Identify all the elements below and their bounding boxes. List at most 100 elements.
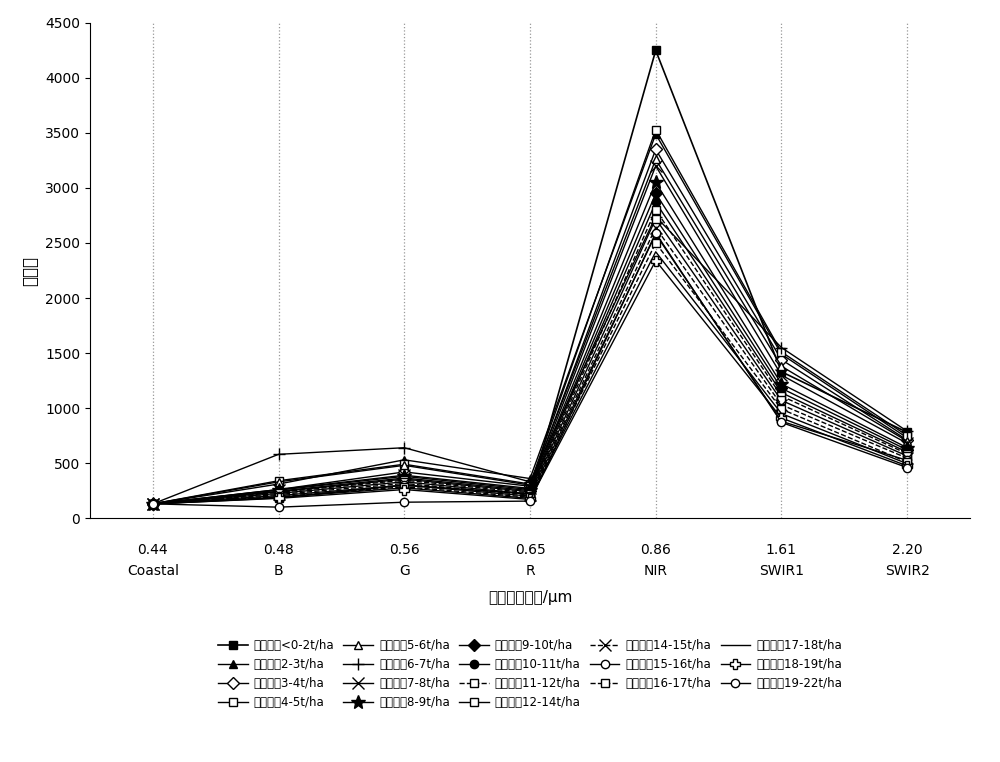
叶生物量19-22t/ha xyxy=(775,418,787,427)
叶生物量5-6t/ha xyxy=(650,155,662,164)
Line: 叶生物量2-3t/ha: 叶生物量2-3t/ha xyxy=(149,130,911,508)
叶生物量5-6t/ha xyxy=(147,499,159,508)
叶生物量12-14t/ha xyxy=(273,489,285,498)
Line: 叶生物量4-5t/ha: 叶生物量4-5t/ha xyxy=(149,126,911,508)
叶生物量4-5t/ha xyxy=(398,459,410,469)
Line: 叶生物量16-17t/ha: 叶生物量16-17t/ha xyxy=(149,239,911,508)
叶生物量10-11t/ha xyxy=(901,447,913,456)
叶生物量6-7t/ha xyxy=(273,450,285,459)
叶生物量19-22t/ha xyxy=(650,229,662,238)
Text: R: R xyxy=(525,564,535,578)
叶生物量4-5t/ha xyxy=(650,125,662,134)
叶生物量6-7t/ha xyxy=(147,499,159,508)
叶生物量<0-2t/ha xyxy=(901,427,913,437)
叶生物量15-16t/ha xyxy=(398,481,410,490)
Line: 叶生物量3-4t/ha: 叶生物量3-4t/ha xyxy=(149,146,911,508)
Text: 0.56: 0.56 xyxy=(389,543,420,557)
叶生物量<0-2t/ha xyxy=(524,489,536,498)
Line: 叶生物量19-22t/ha: 叶生物量19-22t/ha xyxy=(149,229,911,511)
叶生物量9-10t/ha xyxy=(273,487,285,496)
叶生物量19-22t/ha xyxy=(524,497,536,506)
叶生物量3-4t/ha xyxy=(901,435,913,444)
叶生物量9-10t/ha xyxy=(901,445,913,454)
Text: 0.48: 0.48 xyxy=(263,543,294,557)
叶生物量11-12t/ha xyxy=(775,392,787,401)
Line: 叶生物量<0-2t/ha: 叶生物量<0-2t/ha xyxy=(149,46,911,508)
叶生物量9-10t/ha xyxy=(650,189,662,198)
叶生物量11-12t/ha xyxy=(147,499,159,508)
叶生物量15-16t/ha xyxy=(775,417,787,426)
Text: G: G xyxy=(399,564,410,578)
叶生物量7-8t/ha xyxy=(147,499,159,508)
叶生物量6-7t/ha xyxy=(650,212,662,221)
叶生物量12-14t/ha xyxy=(650,214,662,223)
叶生物量18-19t/ha xyxy=(147,499,159,508)
Line: 叶生物量12-14t/ha: 叶生物量12-14t/ha xyxy=(149,215,911,508)
叶生物量15-16t/ha xyxy=(147,499,159,508)
叶生物量8-9t/ha xyxy=(650,178,662,187)
叶生物量3-4t/ha xyxy=(650,145,662,154)
叶生物量2-3t/ha xyxy=(147,499,159,508)
叶生物量14-15t/ha xyxy=(524,491,536,500)
叶生物量19-22t/ha xyxy=(273,503,285,512)
Line: 叶生物量5-6t/ha: 叶生物量5-6t/ha xyxy=(149,155,911,508)
叶生物量7-8t/ha xyxy=(524,484,536,493)
叶生物量16-17t/ha xyxy=(524,493,536,502)
叶生物量18-19t/ha xyxy=(273,494,285,503)
叶生物量18-19t/ha xyxy=(524,495,536,504)
Line: 叶生物量15-16t/ha: 叶生物量15-16t/ha xyxy=(149,230,911,508)
Line: 叶生物量6-7t/ha: 叶生物量6-7t/ha xyxy=(147,210,913,510)
Line: 叶生物量9-10t/ha: 叶生物量9-10t/ha xyxy=(149,189,911,508)
叶生物量7-8t/ha xyxy=(398,471,410,480)
Line: 叶生物量7-8t/ha: 叶生物量7-8t/ha xyxy=(147,160,913,510)
Text: 波段中心波长/μm: 波段中心波长/μm xyxy=(488,591,572,605)
叶生物量6-7t/ha xyxy=(901,427,913,436)
叶生物量19-22t/ha xyxy=(901,463,913,472)
叶生物量3-4t/ha xyxy=(273,485,285,494)
叶生物量14-15t/ha xyxy=(398,479,410,488)
Text: B: B xyxy=(274,564,283,578)
叶生物量2-3t/ha xyxy=(524,474,536,483)
叶生物量18-19t/ha xyxy=(650,256,662,265)
叶生物量8-9t/ha xyxy=(398,472,410,481)
叶生物量4-5t/ha xyxy=(147,499,159,508)
叶生物量10-11t/ha xyxy=(775,388,787,397)
叶生物量5-6t/ha xyxy=(775,362,787,371)
Line: 叶生物量17-18t/ha: 叶生物量17-18t/ha xyxy=(153,251,907,504)
叶生物量15-16t/ha xyxy=(901,456,913,465)
叶生物量9-10t/ha xyxy=(147,499,159,508)
叶生物量12-14t/ha xyxy=(147,499,159,508)
叶生物量16-17t/ha xyxy=(901,457,913,466)
叶生物量11-12t/ha xyxy=(398,475,410,485)
叶生物量12-14t/ha xyxy=(901,451,913,460)
叶生物量8-9t/ha xyxy=(901,443,913,453)
叶生物量11-12t/ha xyxy=(524,488,536,498)
叶生物量3-4t/ha xyxy=(775,355,787,364)
叶生物量4-5t/ha xyxy=(775,347,787,357)
叶生物量2-3t/ha xyxy=(273,479,285,488)
叶生物量17-18t/ha xyxy=(398,483,410,492)
叶生物量18-19t/ha xyxy=(398,485,410,494)
叶生物量8-9t/ha xyxy=(273,485,285,495)
叶生物量14-15t/ha xyxy=(650,223,662,232)
叶生物量<0-2t/ha xyxy=(398,481,410,490)
叶生物量11-12t/ha xyxy=(901,449,913,458)
叶生物量4-5t/ha xyxy=(273,476,285,485)
叶生物量7-8t/ha xyxy=(775,370,787,379)
叶生物量3-4t/ha xyxy=(147,499,159,508)
Text: Coastal: Coastal xyxy=(127,564,179,578)
叶生物量6-7t/ha xyxy=(775,343,787,352)
叶生物量17-18t/ha xyxy=(901,459,913,468)
Text: 0.44: 0.44 xyxy=(138,543,168,557)
叶生物量10-11t/ha xyxy=(524,487,536,496)
叶生物量3-4t/ha xyxy=(398,467,410,476)
叶生物量6-7t/ha xyxy=(398,443,410,453)
叶生物量9-10t/ha xyxy=(398,473,410,482)
叶生物量7-8t/ha xyxy=(273,485,285,494)
叶生物量4-5t/ha xyxy=(901,431,913,440)
叶生物量5-6t/ha xyxy=(901,437,913,446)
Line: 叶生物量10-11t/ha: 叶生物量10-11t/ha xyxy=(149,198,911,508)
叶生物量14-15t/ha xyxy=(775,400,787,409)
叶生物量2-3t/ha xyxy=(775,350,787,359)
叶生物量11-12t/ha xyxy=(650,206,662,215)
